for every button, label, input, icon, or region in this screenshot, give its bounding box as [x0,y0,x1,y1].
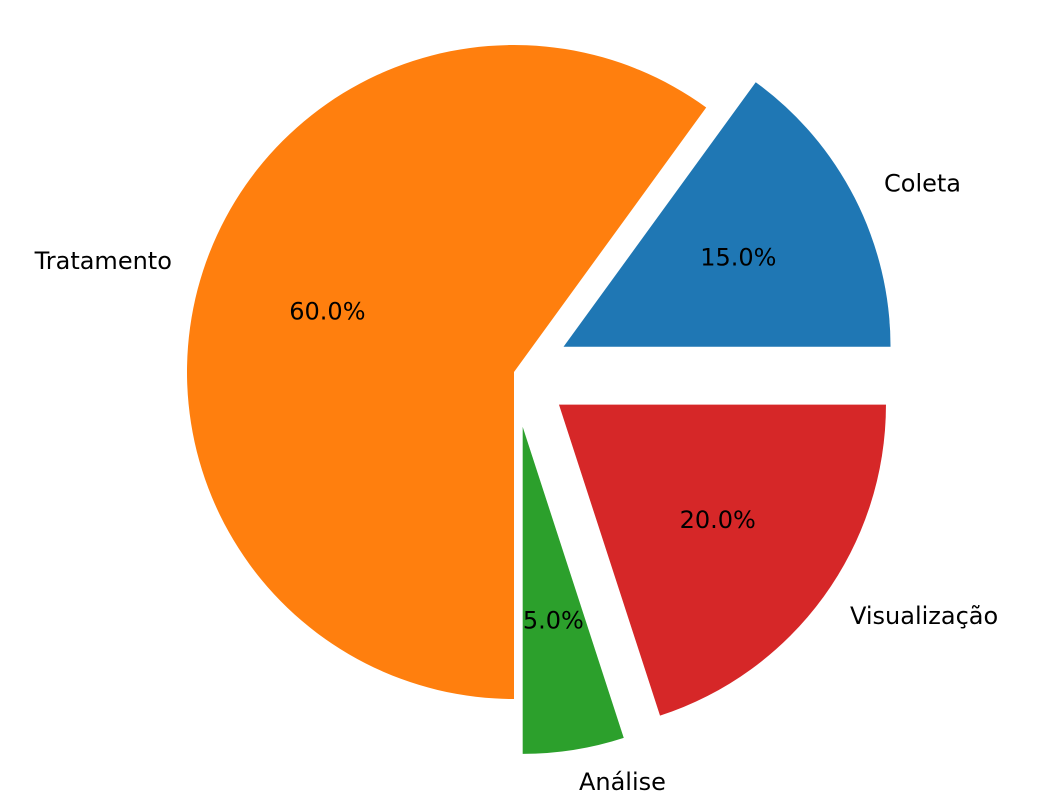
pie-labels: 15.0% Coleta 60.0% Tratamento 5.0% Análise 20.… [34,169,999,794]
pct-label-visualizacao: 20.0% [680,506,756,534]
pie-slices [186,45,891,754]
category-label-analise: Análise [579,768,666,794]
pie-slice-analise [522,426,624,754]
pie-slice-visualizacao [558,404,886,716]
category-label-coleta: Coleta [884,169,961,197]
pie-slice-tratamento [186,45,707,700]
pct-label-analise: 5.0% [523,607,584,635]
category-label-visualizacao: Visualização [850,602,998,630]
category-label-tratamento: Tratamento [34,247,172,275]
pct-label-tratamento: 60.0% [289,297,365,325]
pct-label-coleta: 15.0% [700,244,776,272]
pie-slice-coleta [563,82,891,347]
